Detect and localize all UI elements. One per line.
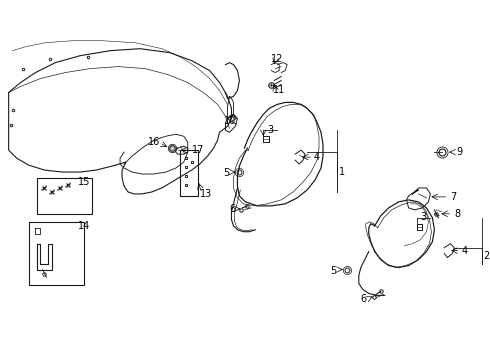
Text: 10: 10 [223,116,236,126]
Text: 3: 3 [420,212,427,222]
Text: 16: 16 [148,137,160,147]
Text: 1: 1 [339,167,345,177]
Text: 11: 11 [273,85,286,95]
Text: 12: 12 [271,54,284,64]
Text: 15: 15 [78,177,91,187]
Text: 13: 13 [199,189,212,199]
Text: 7: 7 [450,192,457,202]
Text: 4: 4 [461,246,467,256]
Text: 4: 4 [314,152,320,162]
Text: 8: 8 [454,209,461,219]
Text: 2: 2 [483,251,490,261]
Text: 9: 9 [456,147,463,157]
Text: 17: 17 [192,145,204,155]
Text: 6: 6 [229,204,236,214]
Text: 14: 14 [78,221,91,231]
Text: 3: 3 [267,125,273,135]
Text: 5: 5 [223,168,229,178]
Text: 6: 6 [361,294,367,304]
Text: 5: 5 [331,266,337,275]
Bar [28,222,84,285]
Bar [37,178,92,214]
